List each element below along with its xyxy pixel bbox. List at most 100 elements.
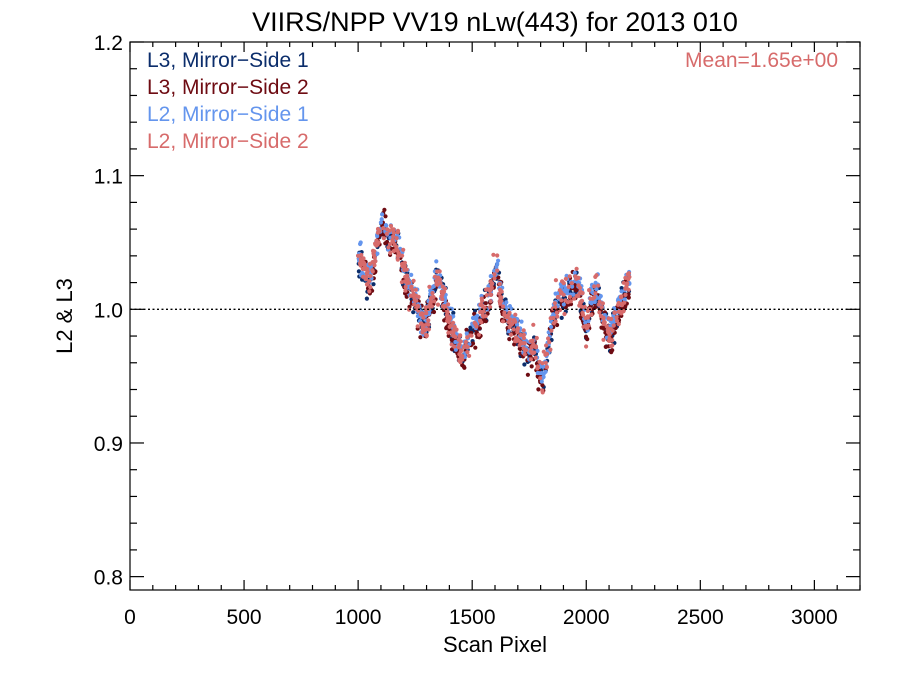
data-point bbox=[435, 302, 441, 307]
data-point bbox=[550, 306, 555, 311]
data-point bbox=[430, 291, 435, 296]
data-point bbox=[445, 310, 450, 315]
data-point bbox=[518, 340, 523, 345]
data-point bbox=[536, 387, 541, 392]
data-point bbox=[373, 259, 378, 264]
data-point bbox=[538, 376, 543, 381]
data-point bbox=[535, 348, 540, 353]
data-point bbox=[375, 230, 380, 235]
data-point bbox=[401, 247, 406, 252]
data-point bbox=[370, 269, 375, 274]
data-point bbox=[375, 234, 380, 239]
data-point bbox=[561, 292, 566, 297]
data-point bbox=[583, 334, 589, 339]
x-tick-label: 1000 bbox=[335, 606, 382, 629]
data-point bbox=[427, 284, 432, 289]
data-point bbox=[569, 281, 574, 286]
data-point bbox=[483, 301, 488, 306]
data-point bbox=[416, 294, 421, 299]
data-point bbox=[577, 303, 582, 308]
data-point bbox=[592, 284, 597, 289]
data-point bbox=[424, 311, 429, 316]
data-point bbox=[529, 345, 534, 350]
data-point bbox=[426, 322, 431, 327]
data-point bbox=[562, 311, 567, 317]
data-point bbox=[584, 344, 589, 349]
data-point bbox=[589, 312, 594, 317]
data-point bbox=[580, 310, 585, 315]
data-point bbox=[579, 298, 585, 303]
data-point bbox=[609, 344, 614, 349]
data-point bbox=[517, 346, 522, 351]
data-point bbox=[418, 321, 424, 326]
data-point bbox=[512, 317, 517, 322]
data-point bbox=[411, 310, 416, 315]
data-point bbox=[556, 294, 561, 300]
data-point bbox=[368, 285, 373, 290]
data-point bbox=[544, 343, 549, 348]
data-point bbox=[453, 339, 458, 345]
data-point bbox=[567, 294, 573, 299]
x-tick-labels: 0 500 1000 1500 2000 2500 3000 bbox=[124, 606, 838, 629]
data-point bbox=[616, 302, 621, 307]
data-point bbox=[453, 347, 458, 352]
mean-annotation: Mean=1.65e+00 bbox=[685, 49, 838, 72]
data-point bbox=[415, 324, 420, 329]
data-point bbox=[431, 309, 437, 315]
data-point bbox=[367, 289, 372, 294]
data-point bbox=[411, 278, 416, 283]
data-point bbox=[426, 304, 431, 309]
data-point bbox=[497, 298, 502, 304]
data-point bbox=[446, 333, 451, 338]
data-point bbox=[576, 293, 581, 298]
data-point bbox=[444, 326, 449, 331]
data-point bbox=[440, 293, 445, 298]
scatter-points bbox=[356, 207, 632, 395]
data-point bbox=[488, 274, 493, 279]
data-point bbox=[412, 302, 417, 307]
data-point bbox=[385, 227, 390, 232]
data-point bbox=[463, 339, 468, 345]
data-point bbox=[619, 286, 624, 291]
data-point bbox=[614, 318, 620, 323]
data-point bbox=[582, 304, 587, 310]
legend-entry-l2-ms2: L2, Mirror−Side 2 bbox=[147, 130, 309, 153]
data-point bbox=[531, 322, 536, 327]
data-point bbox=[475, 313, 480, 318]
data-point bbox=[394, 244, 399, 249]
data-point bbox=[464, 327, 469, 332]
data-point bbox=[494, 264, 499, 270]
chart-title: VIIRS/NPP VV19 nLw(443) for 2013 010 bbox=[252, 7, 738, 37]
x-tick-label: 0 bbox=[124, 606, 136, 629]
data-point bbox=[501, 304, 506, 309]
data-point bbox=[372, 263, 377, 268]
data-point bbox=[358, 258, 363, 263]
data-point bbox=[600, 301, 606, 306]
data-point bbox=[447, 324, 452, 329]
data-point bbox=[478, 318, 483, 323]
data-point bbox=[420, 311, 425, 317]
data-point bbox=[432, 274, 438, 279]
x-tick-label: 500 bbox=[227, 606, 262, 629]
data-point bbox=[492, 276, 497, 281]
data-point bbox=[619, 311, 624, 316]
data-point bbox=[402, 267, 407, 273]
data-point bbox=[376, 240, 381, 245]
data-point bbox=[592, 295, 597, 300]
data-point bbox=[555, 314, 560, 319]
data-point bbox=[498, 295, 503, 300]
data-point bbox=[593, 274, 598, 279]
data-point bbox=[381, 236, 386, 241]
data-point bbox=[622, 297, 627, 302]
data-point bbox=[519, 319, 524, 324]
data-point bbox=[601, 321, 606, 327]
data-point bbox=[426, 318, 431, 323]
data-point bbox=[580, 291, 585, 296]
data-point bbox=[541, 371, 546, 376]
data-point bbox=[611, 323, 616, 328]
data-point bbox=[560, 279, 565, 284]
data-point bbox=[415, 305, 420, 310]
data-point bbox=[492, 272, 497, 277]
data-point bbox=[601, 326, 607, 331]
data-point bbox=[610, 328, 615, 333]
